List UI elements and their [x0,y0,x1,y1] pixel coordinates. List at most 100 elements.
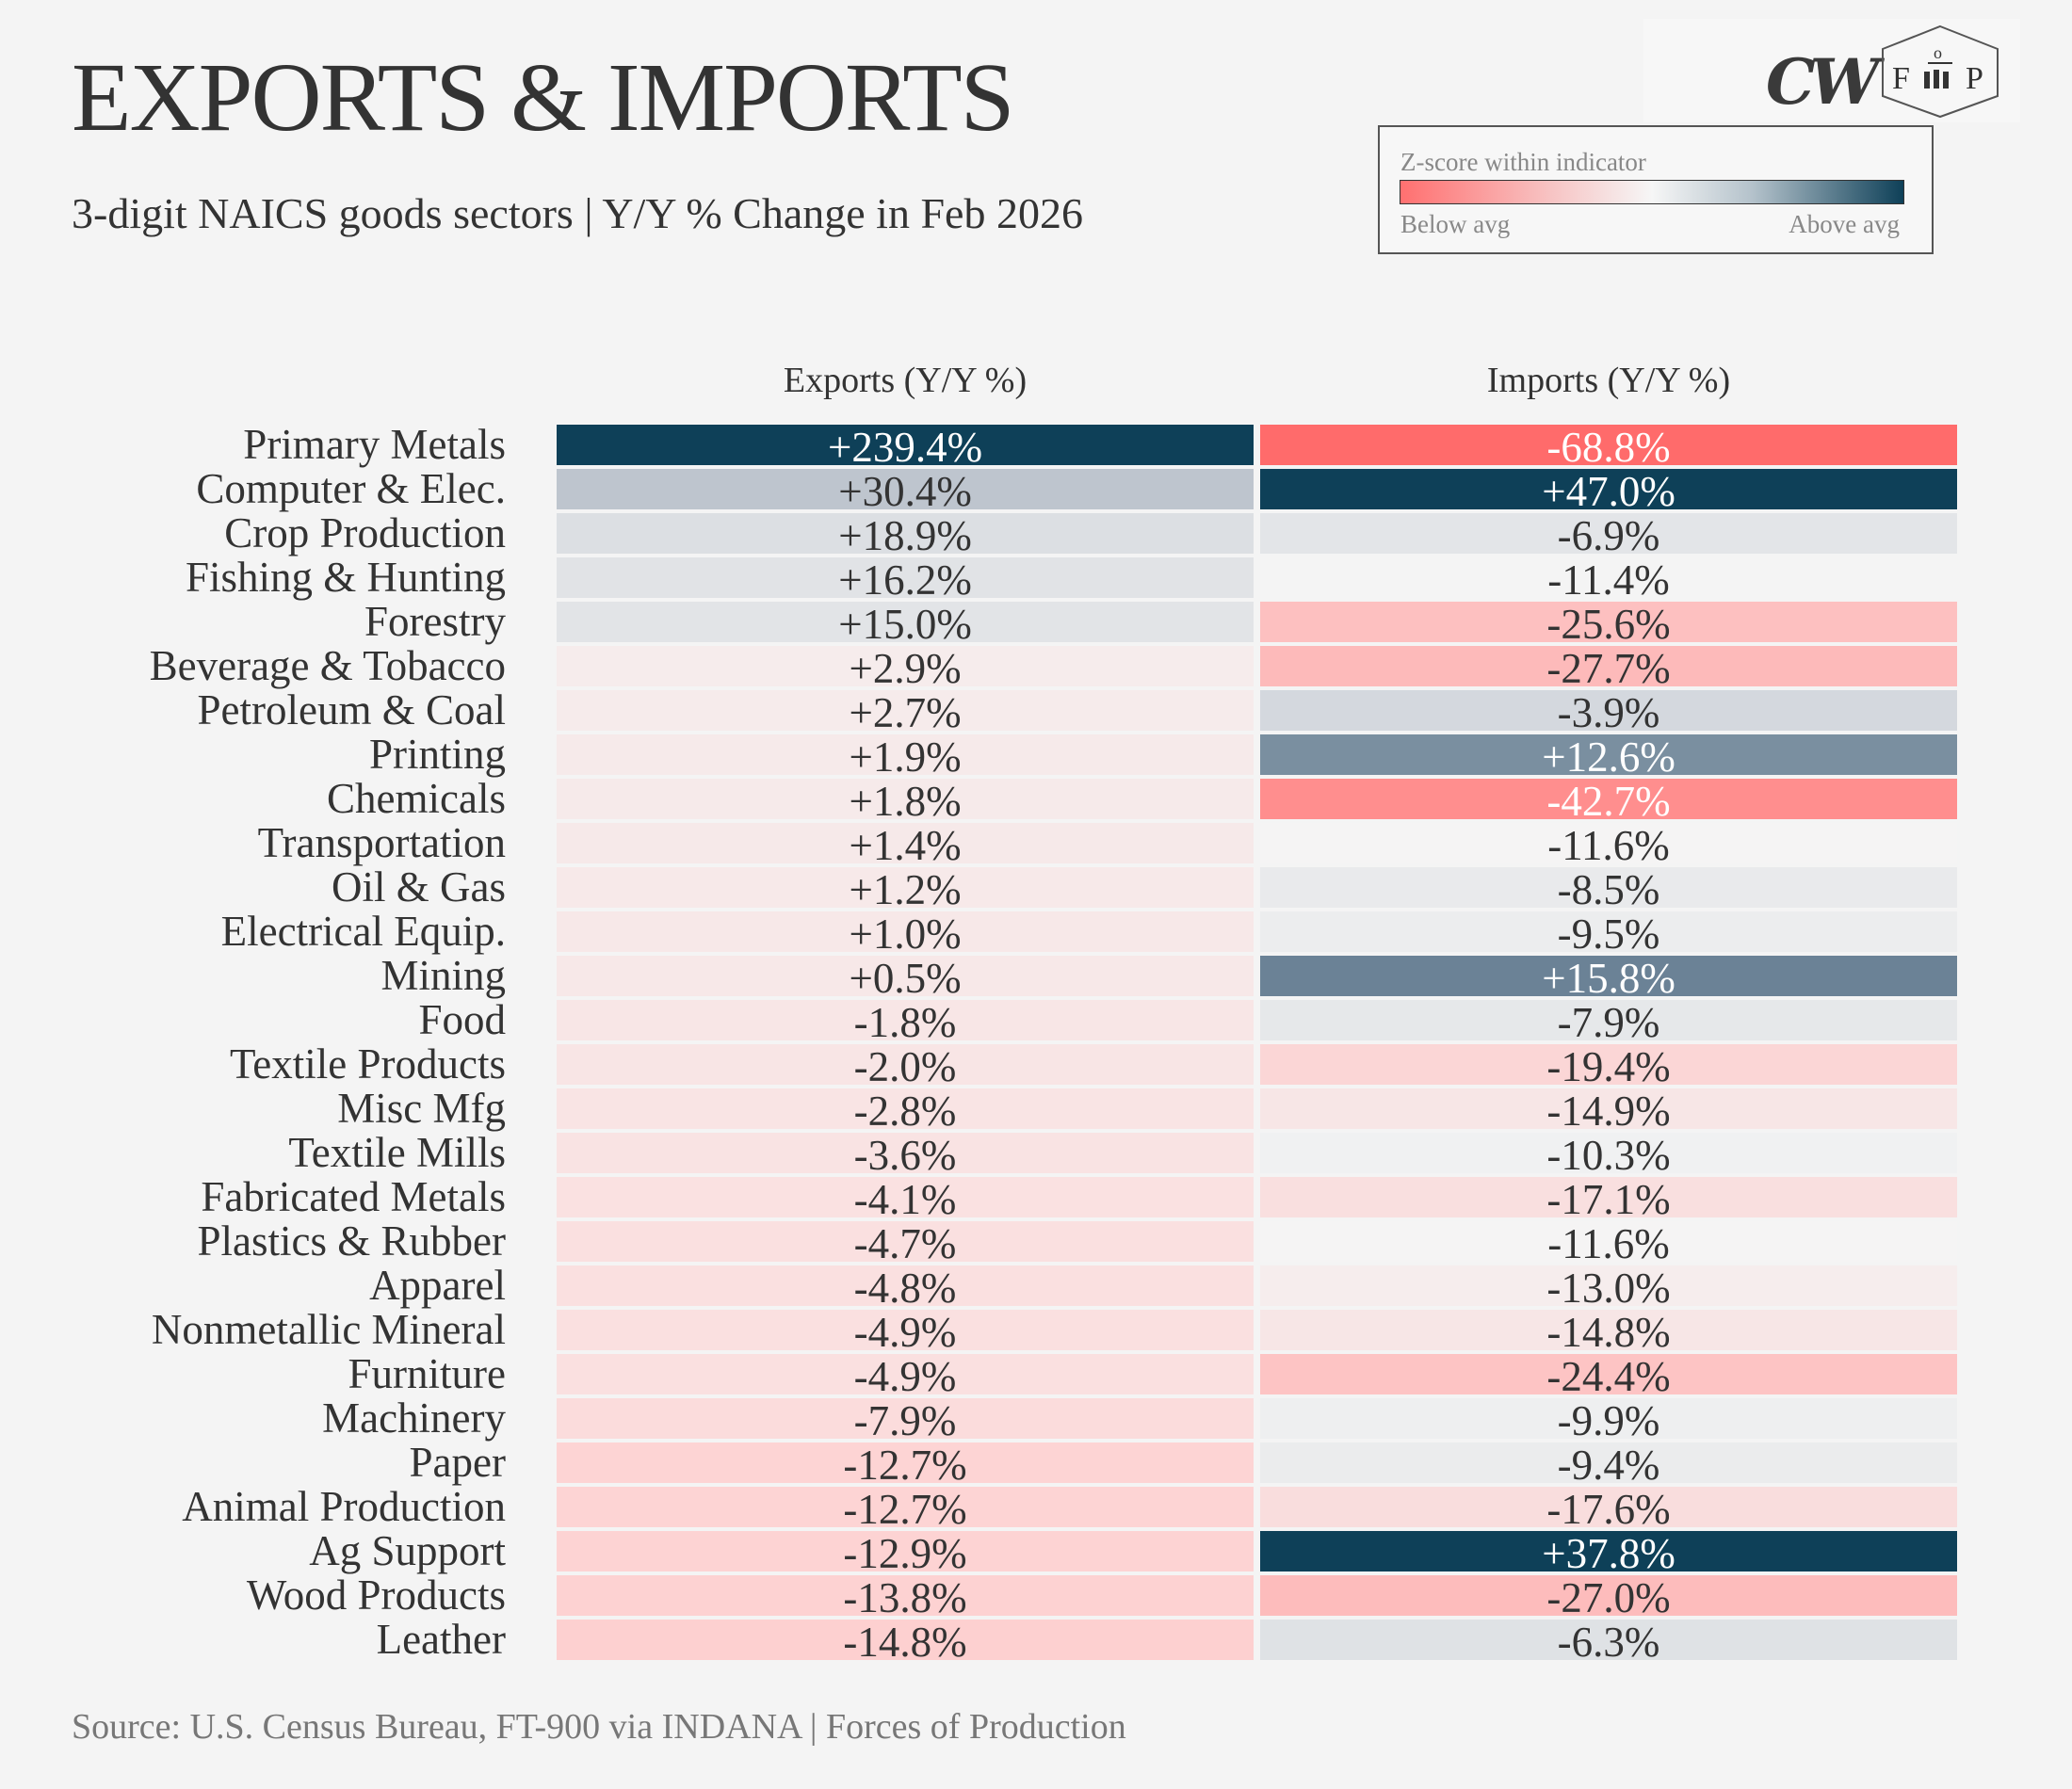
exports-cell: -1.8% [557,1000,1254,1045]
page-title: EXPORTS & IMPORTS [72,43,1014,152]
sector-label: Transportation [257,819,506,866]
imports-cell: -13.0% [1260,1265,1957,1311]
source-note: Source: U.S. Census Bureau, FT-900 via I… [72,1707,1126,1747]
table-row: Apparel -4.8% -13.0% [0,1262,2072,1311]
table-row: Food -1.8% -7.9% [0,996,2072,1045]
sector-label: Oil & Gas [332,863,506,911]
svg-text:o: o [1934,43,1942,62]
sector-label: Misc Mfg [337,1085,506,1132]
sector-label: Plastics & Rubber [197,1217,506,1265]
legend-low-label: Below avg [1400,210,1511,238]
sector-label: Petroleum & Coal [197,686,506,733]
sector-label: Computer & Elec. [196,465,506,512]
sector-label: Leather [376,1616,506,1663]
imports-cell: -25.6% [1260,602,1957,647]
color-legend: Z-score within indicator Below avg Above… [1378,125,1934,254]
imports-cell: -17.1% [1260,1177,1957,1222]
exports-cell: -4.7% [557,1221,1254,1266]
sector-label: Printing [368,731,506,778]
imports-column-header: Imports (Y/Y %) [1486,361,1731,400]
table-row: Wood Products -13.8% -27.0% [0,1571,2072,1620]
legend-title: Z-score within indicator [1400,148,1646,176]
exports-cell: -4.8% [557,1265,1254,1311]
exports-cell: -2.8% [557,1088,1254,1134]
svg-text:P: P [1966,61,1983,96]
imports-cell: +47.0% [1260,469,1957,514]
exports-column-header: Exports (Y/Y %) [783,361,1028,400]
table-row: Forestry +15.0% -25.6% [0,598,2072,647]
imports-cell: -8.5% [1260,867,1957,912]
table-row: Leather -14.8% -6.3% [0,1616,2072,1665]
imports-cell: -24.4% [1260,1354,1957,1399]
legend-high-label: Above avg [1789,210,1900,238]
exports-cell: -12.9% [557,1531,1254,1576]
table-row: Fabricated Metals -4.1% -17.1% [0,1173,2072,1222]
imports-cell: -11.6% [1260,1221,1957,1266]
exports-cell: +1.4% [557,823,1254,868]
sector-label: Nonmetallic Mineral [151,1306,506,1353]
imports-cell: -42.7% [1260,779,1957,824]
sector-label: Food [418,996,506,1043]
exports-cell: +15.0% [557,602,1254,647]
sector-label: Apparel [369,1262,506,1309]
imports-cell: -68.8% [1260,425,1957,470]
sector-label: Forestry [364,598,506,645]
sector-label: Animal Production [182,1483,506,1530]
imports-cell: -27.0% [1260,1575,1957,1620]
imports-cell: +37.8% [1260,1531,1957,1576]
exports-cell: +2.9% [557,646,1254,691]
table-row: Printing +1.9% +12.6% [0,731,2072,780]
table-row: Paper -12.7% -9.4% [0,1439,2072,1488]
imports-cell: -17.6% [1260,1487,1957,1532]
imports-cell: -27.7% [1260,646,1957,691]
imports-cell: -19.4% [1260,1044,1957,1089]
imports-cell: -6.3% [1260,1620,1957,1665]
table-row: Chemicals +1.8% -42.7% [0,775,2072,824]
exports-cell: -4.9% [557,1354,1254,1399]
imports-cell: -6.9% [1260,513,1957,558]
sector-label: Textile Products [229,1040,506,1088]
table-row: Textile Mills -3.6% -10.3% [0,1129,2072,1178]
sector-label: Chemicals [327,775,506,822]
imports-cell: -11.6% [1260,823,1957,868]
table-row: Crop Production +18.9% -6.9% [0,509,2072,558]
exports-cell: +30.4% [557,469,1254,514]
exports-cell: +1.9% [557,734,1254,780]
sector-label: Machinery [322,1394,506,1442]
table-row: Ag Support -12.9% +37.8% [0,1527,2072,1576]
imports-cell: -9.4% [1260,1442,1957,1488]
table-row: Animal Production -12.7% -17.6% [0,1483,2072,1532]
logos: CW F o P [1643,19,2020,122]
imports-cell: +12.6% [1260,734,1957,780]
exports-cell: -7.9% [557,1398,1254,1443]
sector-label: Wood Products [246,1571,506,1619]
sector-label: Textile Mills [288,1129,506,1176]
subtitle: 3-digit NAICS goods sectors | Y/Y % Chan… [72,189,1083,237]
exports-cell: -14.8% [557,1620,1254,1665]
imports-cell: -7.9% [1260,1000,1957,1045]
exports-cell: -4.9% [557,1310,1254,1355]
exports-cell: +1.0% [557,911,1254,957]
cw-logo: CW [1766,45,1880,119]
table-row: Plastics & Rubber -4.7% -11.6% [0,1217,2072,1266]
sector-label: Fabricated Metals [201,1173,506,1220]
fp-logo: F o P [1882,24,1999,119]
table-row: Electrical Equip. +1.0% -9.5% [0,908,2072,957]
table-row: Beverage & Tobacco +2.9% -27.7% [0,642,2072,691]
exports-cell: +18.9% [557,513,1254,558]
table-row: Textile Products -2.0% -19.4% [0,1040,2072,1089]
exports-cell: +2.7% [557,690,1254,735]
table-row: Primary Metals +239.4% -68.8% [0,421,2072,470]
exports-cell: -13.8% [557,1575,1254,1620]
imports-cell: -14.8% [1260,1310,1957,1355]
legend-gradient-bar [1400,180,1904,204]
table-row: Furniture -4.9% -24.4% [0,1350,2072,1399]
table-row: Oil & Gas +1.2% -8.5% [0,863,2072,912]
imports-cell: -9.5% [1260,911,1957,957]
imports-cell: -10.3% [1260,1133,1957,1178]
table-row: Nonmetallic Mineral -4.9% -14.8% [0,1306,2072,1355]
sector-label: Electrical Equip. [220,908,506,955]
table-row: Fishing & Hunting +16.2% -11.4% [0,554,2072,603]
exports-cell: -4.1% [557,1177,1254,1222]
sector-label: Mining [380,952,506,999]
